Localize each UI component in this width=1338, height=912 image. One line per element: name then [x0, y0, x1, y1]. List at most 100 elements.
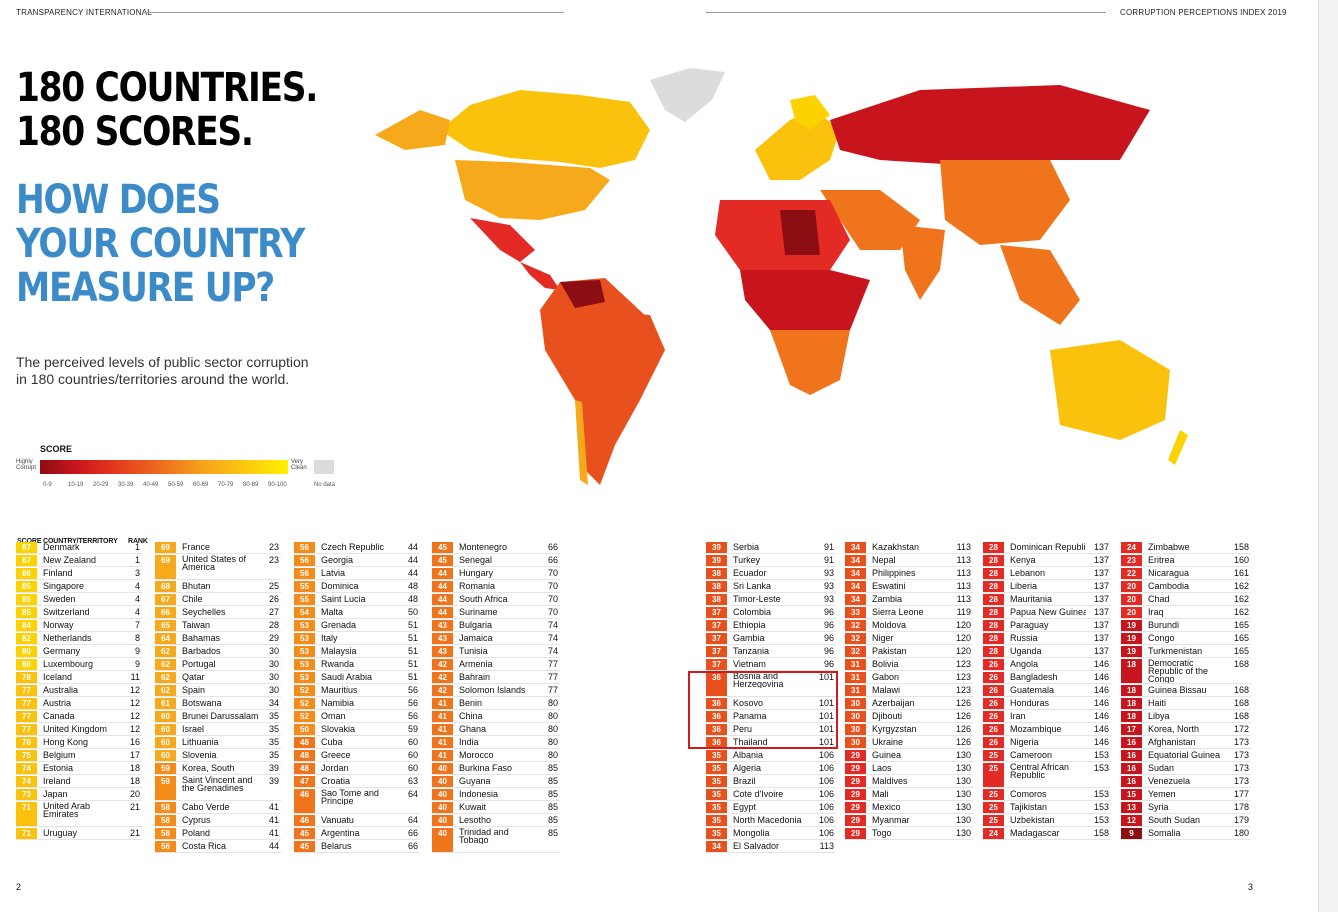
legend-tick-label: 60-69	[193, 482, 209, 488]
country-rank: 66	[547, 542, 558, 552]
score-badge: 87	[16, 555, 37, 566]
table-row: 84 Norway 7	[16, 619, 142, 632]
country-name: United Arab Emirates	[43, 802, 91, 818]
table-row: 85 Singapore 4	[16, 580, 142, 593]
table-row: 30 Djibouti 126	[845, 710, 973, 723]
score-badge: 52	[294, 711, 315, 722]
score-badge: 45	[432, 555, 453, 566]
country-name: Mozambique	[1010, 724, 1062, 734]
country-name: Rwanda	[321, 659, 355, 669]
table-row: 85 Sweden 4	[16, 593, 142, 606]
table-row: 26 Mozambique 146	[983, 723, 1111, 736]
country-name: Guyana	[459, 776, 491, 786]
country-name: Seychelles	[182, 607, 226, 617]
country-name: Djibouti	[872, 711, 903, 721]
score-badge: 82	[16, 633, 37, 644]
table-row: 20 Cambodia 162	[1121, 580, 1251, 593]
table-row: 39 Turkey 91	[706, 554, 836, 567]
score-badge: 67	[155, 594, 176, 605]
score-badge: 77	[16, 724, 37, 735]
country-rank: 158	[1233, 542, 1249, 552]
table-row: 67 Chile 26	[155, 593, 281, 606]
score-badge: 80	[16, 646, 37, 657]
country-rank: 137	[1093, 568, 1109, 578]
table-row: 29 Laos 130	[845, 762, 973, 775]
score-badge: 36	[706, 711, 727, 722]
country-name: Nicaragua	[1148, 568, 1190, 578]
map-central-america	[520, 262, 560, 290]
score-badge: 26	[983, 711, 1004, 722]
country-rank: 130	[955, 802, 971, 812]
country-rank: 59	[407, 724, 418, 734]
country-name: Brunei Darussalam	[182, 711, 258, 721]
table-row: 42 Bahrain 77	[432, 671, 560, 684]
table-row: 45 Argentina 66	[294, 827, 420, 840]
country-rank: 21	[129, 802, 140, 812]
table-row: 31 Gabon 123	[845, 671, 973, 684]
map-southern-africa	[770, 330, 850, 395]
country-name: Nepal	[872, 555, 896, 565]
country-rank: 77	[547, 672, 558, 682]
country-name: Thailand	[733, 737, 768, 747]
country-rank: 80	[547, 698, 558, 708]
country-rank: 137	[1093, 607, 1109, 617]
table-row: 82 Netherlands 8	[16, 632, 142, 645]
page-number-left: 2	[16, 882, 22, 892]
score-badge: 85	[16, 594, 37, 605]
country-name: Guinea Bissau	[1148, 685, 1207, 695]
score-badge: 41	[432, 737, 453, 748]
table-row: 66 Seychelles 27	[155, 606, 281, 619]
country-name: Gabon	[872, 672, 900, 682]
country-name: Singapore	[43, 581, 85, 591]
table-row: 50 Slovakia 59	[294, 723, 420, 736]
table-row: 43 Bulgaria 74	[432, 619, 560, 632]
table-row: 41 Benin 80	[432, 697, 560, 710]
score-badge: 40	[432, 828, 453, 852]
country-rank: 130	[955, 750, 971, 760]
country-rank: 146	[1093, 659, 1109, 669]
legend-left-end: Highly Corrupt	[16, 459, 37, 471]
score-badge: 56	[294, 542, 315, 553]
country-name: Comoros	[1010, 789, 1047, 799]
country-rank: 34	[268, 698, 279, 708]
score-badge: 58	[155, 828, 176, 839]
table-row: 40 Trinidad and Tobago 85	[432, 827, 560, 853]
country-rank: 35	[268, 737, 279, 747]
country-rank: 18	[129, 776, 140, 786]
country-name: Morocco	[459, 750, 494, 760]
country-rank: 126	[955, 711, 971, 721]
country-name: United Kingdom	[43, 724, 108, 734]
country-name: Austria	[43, 698, 72, 708]
header-right: CORRUPTION PERCEPTIONS INDEX 2019	[1120, 8, 1287, 17]
country-name: Netherlands	[43, 633, 92, 643]
country-rank: 41	[268, 802, 279, 812]
country-name: Malaysia	[321, 646, 357, 656]
country-name: Democratic Republic of the Congo	[1148, 659, 1209, 683]
score-badge: 26	[983, 685, 1004, 696]
table-row: 34 Philippines 113	[845, 567, 973, 580]
table-row: 58 Poland 41	[155, 827, 281, 840]
country-name: Bahrain	[459, 672, 491, 682]
country-name: Namibia	[321, 698, 355, 708]
table-row: 45 Senegal 66	[432, 554, 560, 567]
country-name: Kosovo	[733, 698, 764, 708]
country-rank: 168	[1233, 698, 1249, 708]
score-badge: 16	[1121, 750, 1142, 761]
country-rank: 126	[955, 698, 971, 708]
score-badge: 38	[706, 568, 727, 579]
country-rank: 80	[547, 750, 558, 760]
table-row: 41 Ghana 80	[432, 723, 560, 736]
country-name: Papua New Guinea	[1010, 607, 1086, 617]
country-rank: 113	[819, 841, 834, 851]
table-row: 62 Spain 30	[155, 684, 281, 697]
map-south-america	[540, 278, 665, 485]
table-row: 60 Slovenia 35	[155, 749, 281, 762]
table-row: 29 Myanmar 130	[845, 814, 973, 827]
subheadline-line3: MEASURE UP?	[16, 265, 275, 311]
map-chile	[575, 400, 588, 485]
country-rank: 93	[823, 568, 834, 578]
country-rank: 48	[407, 594, 418, 604]
country-rank: 8	[134, 633, 140, 643]
right-scrollbar[interactable]	[1318, 0, 1338, 912]
country-rank: 137	[1093, 594, 1109, 604]
